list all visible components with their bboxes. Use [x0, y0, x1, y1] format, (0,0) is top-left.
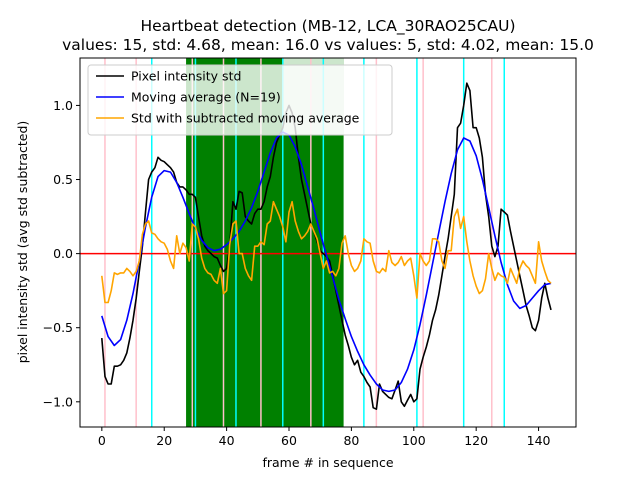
x-tick-label-100: 100 [402, 433, 426, 448]
series-moving-average [101, 131, 552, 393]
y-tick-label-2: 0.0 [53, 246, 73, 261]
x-tick-label-140: 140 [527, 433, 551, 448]
legend-label-moving-average: Moving average (N=19) [131, 90, 281, 105]
chart-title-line1: Heartbeat detection (MB-12, LCA_30RAO25C… [140, 17, 515, 36]
plot-frame [79, 57, 577, 428]
legend-label-subtracted-std: Std with subtracted moving average [131, 111, 360, 126]
y-tick-label-4: 1.0 [53, 98, 73, 113]
x-tick-label-120: 120 [464, 433, 488, 448]
y-tick-label-3: 0.5 [53, 172, 73, 187]
y-tick-label-1: −0.5 [43, 320, 73, 335]
y-axis-label: pixel intensity std (avg std subtracted) [15, 121, 30, 364]
x-tick-label-80: 80 [343, 433, 359, 448]
x-tick-label-20: 20 [156, 433, 172, 448]
chart-title-line2: values: 15, std: 4.68, mean: 16.0 vs val… [62, 36, 594, 54]
y-tick-label-0: −1.0 [43, 394, 73, 409]
legend-box [87, 64, 393, 136]
x-tick-label-60: 60 [281, 433, 297, 448]
x-tick-label-0: 0 [98, 433, 106, 448]
x-axis: 0 20 40 60 80 100 120 140 [98, 427, 551, 448]
y-axis: −1.0 −0.5 0.0 0.5 1.0 [43, 98, 80, 409]
legend: Pixel intensity std Moving average (N=19… [87, 64, 393, 136]
series-subtracted-std [101, 200, 552, 304]
x-tick-label-40: 40 [219, 433, 235, 448]
x-axis-label: frame # in sequence [262, 455, 393, 470]
legend-label-pixel-std: Pixel intensity std [131, 69, 241, 84]
